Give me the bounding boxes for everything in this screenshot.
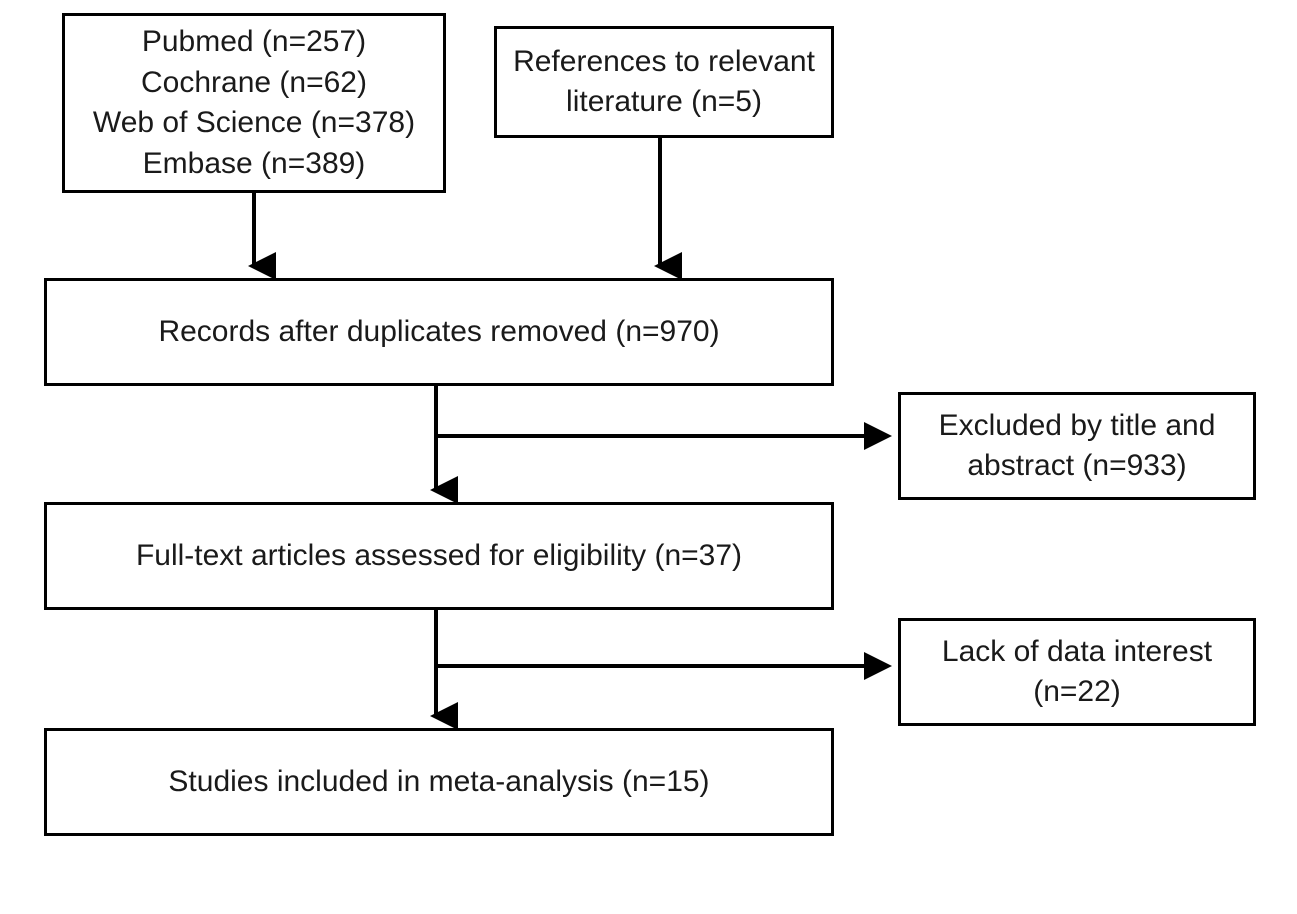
node-databases-line3: Web of Science (n=378) xyxy=(93,103,415,144)
node-references-line1: References to relevant xyxy=(513,42,815,83)
node-excluded-title-line2: abstract (n=933) xyxy=(967,446,1186,487)
node-lack-data-line2: (n=22) xyxy=(1033,672,1121,713)
node-duplicates-line1: Records after duplicates removed (n=970) xyxy=(158,312,719,353)
node-included-line1: Studies included in meta-analysis (n=15) xyxy=(168,762,709,803)
node-databases-line1: Pubmed (n=257) xyxy=(142,22,366,63)
node-databases-line2: Cochrane (n=62) xyxy=(141,63,367,104)
node-excluded-title: Excluded by title and abstract (n=933) xyxy=(898,392,1256,500)
node-excluded-title-line1: Excluded by title and xyxy=(939,406,1216,447)
node-databases-line4: Embase (n=389) xyxy=(143,144,366,185)
node-included: Studies included in meta-analysis (n=15) xyxy=(44,728,834,836)
node-lack-data-line1: Lack of data interest xyxy=(942,632,1212,673)
node-lack-data: Lack of data interest (n=22) xyxy=(898,618,1256,726)
node-databases: Pubmed (n=257) Cochrane (n=62) Web of Sc… xyxy=(62,13,446,193)
node-references-line2: literature (n=5) xyxy=(566,82,762,123)
node-fulltext: Full-text articles assessed for eligibil… xyxy=(44,502,834,610)
node-duplicates: Records after duplicates removed (n=970) xyxy=(44,278,834,386)
node-references: References to relevant literature (n=5) xyxy=(494,26,834,138)
node-fulltext-line1: Full-text articles assessed for eligibil… xyxy=(136,536,742,577)
